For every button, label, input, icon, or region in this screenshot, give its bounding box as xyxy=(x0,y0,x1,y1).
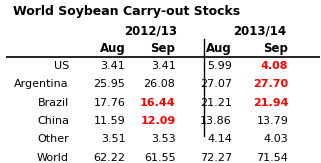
Text: 25.95: 25.95 xyxy=(93,80,125,89)
Text: Brazil: Brazil xyxy=(38,98,69,108)
Text: Argentina: Argentina xyxy=(14,80,69,89)
Text: 3.51: 3.51 xyxy=(101,134,125,144)
Text: 16.44: 16.44 xyxy=(140,98,176,108)
Text: 71.54: 71.54 xyxy=(256,153,288,163)
Text: Aug: Aug xyxy=(206,42,232,55)
Text: 26.08: 26.08 xyxy=(143,80,176,89)
Text: 13.86: 13.86 xyxy=(200,116,232,126)
Text: 27.07: 27.07 xyxy=(200,80,232,89)
Text: US: US xyxy=(54,61,69,71)
Text: 3.41: 3.41 xyxy=(100,61,125,71)
Text: 62.22: 62.22 xyxy=(93,153,125,163)
Text: Sep: Sep xyxy=(151,42,176,55)
Text: 61.55: 61.55 xyxy=(144,153,176,163)
Text: 27.70: 27.70 xyxy=(253,80,288,89)
Text: Sep: Sep xyxy=(264,42,288,55)
Text: China: China xyxy=(37,116,69,126)
Text: 4.03: 4.03 xyxy=(264,134,288,144)
Text: 2012/13: 2012/13 xyxy=(124,24,177,37)
Text: 21.94: 21.94 xyxy=(253,98,288,108)
Text: 17.76: 17.76 xyxy=(93,98,125,108)
Text: World: World xyxy=(37,153,69,163)
Text: 2013/14: 2013/14 xyxy=(233,24,287,37)
Text: Other: Other xyxy=(37,134,69,144)
Text: 13.79: 13.79 xyxy=(256,116,288,126)
Text: 4.14: 4.14 xyxy=(207,134,232,144)
Text: 21.21: 21.21 xyxy=(200,98,232,108)
Text: 12.09: 12.09 xyxy=(140,116,176,126)
Text: Aug: Aug xyxy=(100,42,125,55)
Text: 3.53: 3.53 xyxy=(151,134,176,144)
Text: 11.59: 11.59 xyxy=(94,116,125,126)
Text: World Soybean Carry-out Stocks: World Soybean Carry-out Stocks xyxy=(13,6,240,18)
Text: 5.99: 5.99 xyxy=(207,61,232,71)
Text: 3.41: 3.41 xyxy=(151,61,176,71)
Text: 72.27: 72.27 xyxy=(200,153,232,163)
Text: 4.08: 4.08 xyxy=(261,61,288,71)
